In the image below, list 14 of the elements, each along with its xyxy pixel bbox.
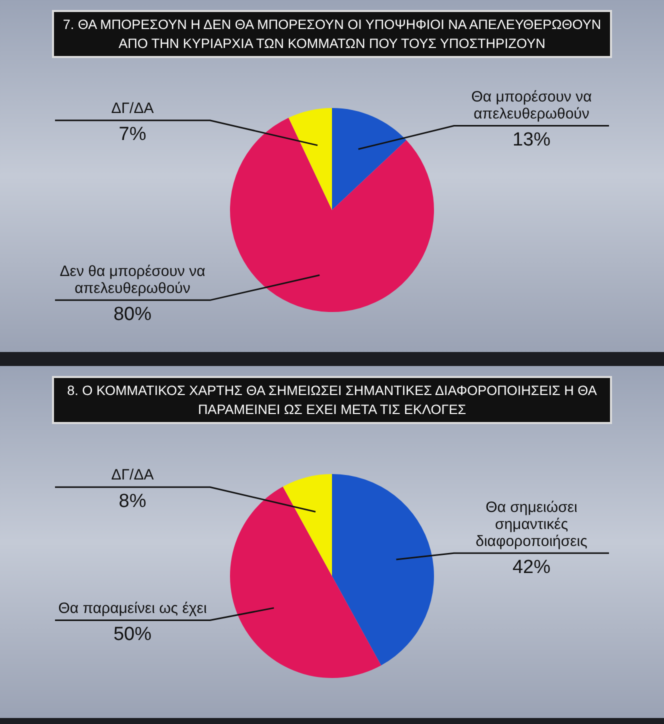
slice-label: ΔΓ/ΔΑ (111, 466, 154, 484)
slice-label: Θα σημειώσει σημαντικές διαφοροποιήσεις (476, 498, 588, 550)
chart-title: 8. Ο ΚΟΜΜΑΤΙΚΟΣ ΧΑΡΤΗΣ ΘΑ ΣΗΜΕΙΩΣΕΙ ΣΗΜΑΝΤΙΚΕΣ ΔΙΑΦΟΡΟΠΟΙΗΣΕΙΣ Η ΘΑ ΠΑΡΑΜΕΙΝΕΙ ΩΣ ΕΧΕΙ ΜΕΤΑ ΤΙΣ ΕΚΛΟΓΕΣ (52, 376, 612, 424)
chart-title: 7. ΘΑ ΜΠΟΡΕΣΟΥΝ Η ΔΕΝ ΘΑ ΜΠΟΡΕΣΟΥΝ ΟΙ ΥΠΟΨΗΦΙΟΙ ΝΑ ΑΠΕΛΕΥΘΕΡΩΘΟΥΝ ΑΠΟ ΤΗΝ ΚΥΡΙΑΡΧΙΑ ΤΩΝ ΚΟΜΜΑΤΩΝ ΠΟΥ ΤΟΥΣ ΥΠΟΣΤΗΡΙΖΟΥΝ (52, 10, 612, 58)
data-label: 80% (113, 304, 152, 325)
data-label: 42% (512, 556, 551, 578)
slice-label: Θα μπορέσουν να απελευθερωθούν (471, 88, 592, 122)
slice-label: Θα παραμείνει ως έχει (58, 600, 207, 617)
data-label: 7% (118, 124, 146, 146)
slice-label: Δεν θα μπορέσουν να απελευθερωθούν (60, 262, 206, 297)
data-label: 13% (512, 129, 551, 150)
slice-label: ΔΓ/ΔΑ (111, 100, 154, 118)
data-label: 50% (113, 624, 152, 645)
data-label: 8% (118, 490, 146, 512)
